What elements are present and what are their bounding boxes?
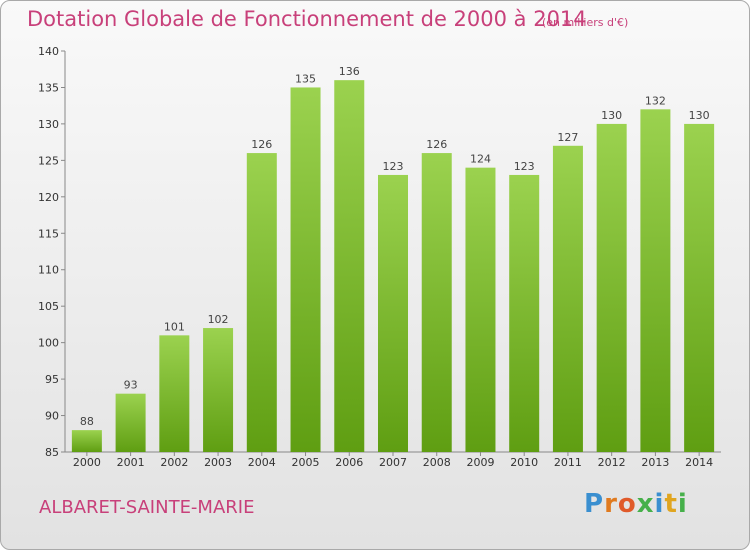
x-tick-label: 2008 [423, 456, 451, 469]
proxiti-logo: Proxiti [584, 489, 688, 519]
value-label-2011: 127 [557, 131, 578, 144]
logo-letter: x [636, 489, 655, 519]
bar-2002 [159, 335, 190, 452]
chart-axes: 85 90 95 100 105 110 115 120 125 130 135 140 2000 200… [38, 45, 721, 469]
bar-2008 [421, 153, 452, 452]
y-tick-label: 140 [38, 45, 59, 58]
y-tick-label: 115 [38, 227, 59, 240]
x-tick-label: 2007 [379, 456, 407, 469]
value-label-2013: 132 [645, 94, 666, 107]
bar-2005 [290, 87, 321, 453]
value-label-2014: 130 [689, 109, 710, 122]
bar-2011 [552, 145, 583, 453]
x-tick-label: 2003 [204, 456, 232, 469]
chart-unit: (en milliers d'€) [542, 16, 629, 29]
chart-title: Dotation Globale de Fonctionnement de 20… [27, 7, 587, 31]
bar-2012 [596, 123, 627, 452]
x-tick-label: 2010 [510, 456, 538, 469]
logo-letter: i [654, 489, 665, 519]
x-tick-label: 2000 [73, 456, 101, 469]
chart-value-labels: 88 93 101 102 126 135 136 123 126 124 123 127 130 132… [80, 65, 710, 428]
y-tick-label: 120 [38, 191, 59, 204]
x-tick-label: 2009 [466, 456, 494, 469]
value-label-2005: 135 [295, 72, 316, 85]
value-label-2004: 126 [251, 138, 272, 151]
y-tick-label: 90 [45, 410, 59, 423]
logo-letter: i [677, 489, 688, 519]
bar-2003 [203, 328, 234, 452]
chart-bars [71, 80, 715, 453]
x-tick-label: 2005 [292, 456, 320, 469]
x-tick-label: 2002 [160, 456, 188, 469]
x-tick-label: 2004 [248, 456, 276, 469]
x-tick-label: 2006 [335, 456, 363, 469]
y-tick-label: 130 [38, 118, 59, 131]
bar-2000 [71, 430, 102, 452]
x-tick-label: 2014 [685, 456, 713, 469]
x-tick-label: 2012 [598, 456, 626, 469]
bar-2004 [246, 153, 277, 452]
y-tick-label: 85 [45, 446, 59, 459]
logo-letter: P [584, 489, 605, 519]
logo-letter: t [664, 489, 678, 519]
y-tick-label: 125 [38, 154, 59, 167]
bar-2013 [640, 109, 671, 452]
bar-2009 [465, 167, 496, 452]
x-tick-label: 2013 [641, 456, 669, 469]
value-label-2012: 130 [601, 109, 622, 122]
bar-2006 [334, 80, 365, 452]
x-tick-label: 2001 [117, 456, 145, 469]
y-tick-label: 105 [38, 300, 59, 313]
logo-letter: o [617, 489, 637, 519]
bar-2014 [684, 123, 715, 452]
x-tick-label: 2011 [554, 456, 582, 469]
bar-2010 [509, 174, 540, 453]
value-label-2001: 93 [124, 379, 138, 392]
value-label-2007: 123 [383, 160, 404, 173]
y-tick-label: 100 [38, 337, 59, 350]
commune-name: ALBARET-SAINTE-MARIE [39, 497, 255, 518]
logo-letter: r [604, 489, 618, 519]
bar-2001 [115, 393, 146, 452]
value-label-2003: 102 [208, 313, 229, 326]
value-label-2000: 88 [80, 415, 94, 428]
y-tick-label: 95 [45, 373, 59, 386]
value-label-2010: 123 [514, 160, 535, 173]
value-label-2008: 126 [426, 138, 447, 151]
y-tick-label: 110 [38, 264, 59, 277]
value-label-2006: 136 [339, 65, 360, 78]
y-tick-label: 135 [38, 81, 59, 94]
bar-2007 [378, 174, 408, 453]
value-label-2009: 124 [470, 153, 491, 166]
value-label-2002: 101 [164, 320, 185, 333]
